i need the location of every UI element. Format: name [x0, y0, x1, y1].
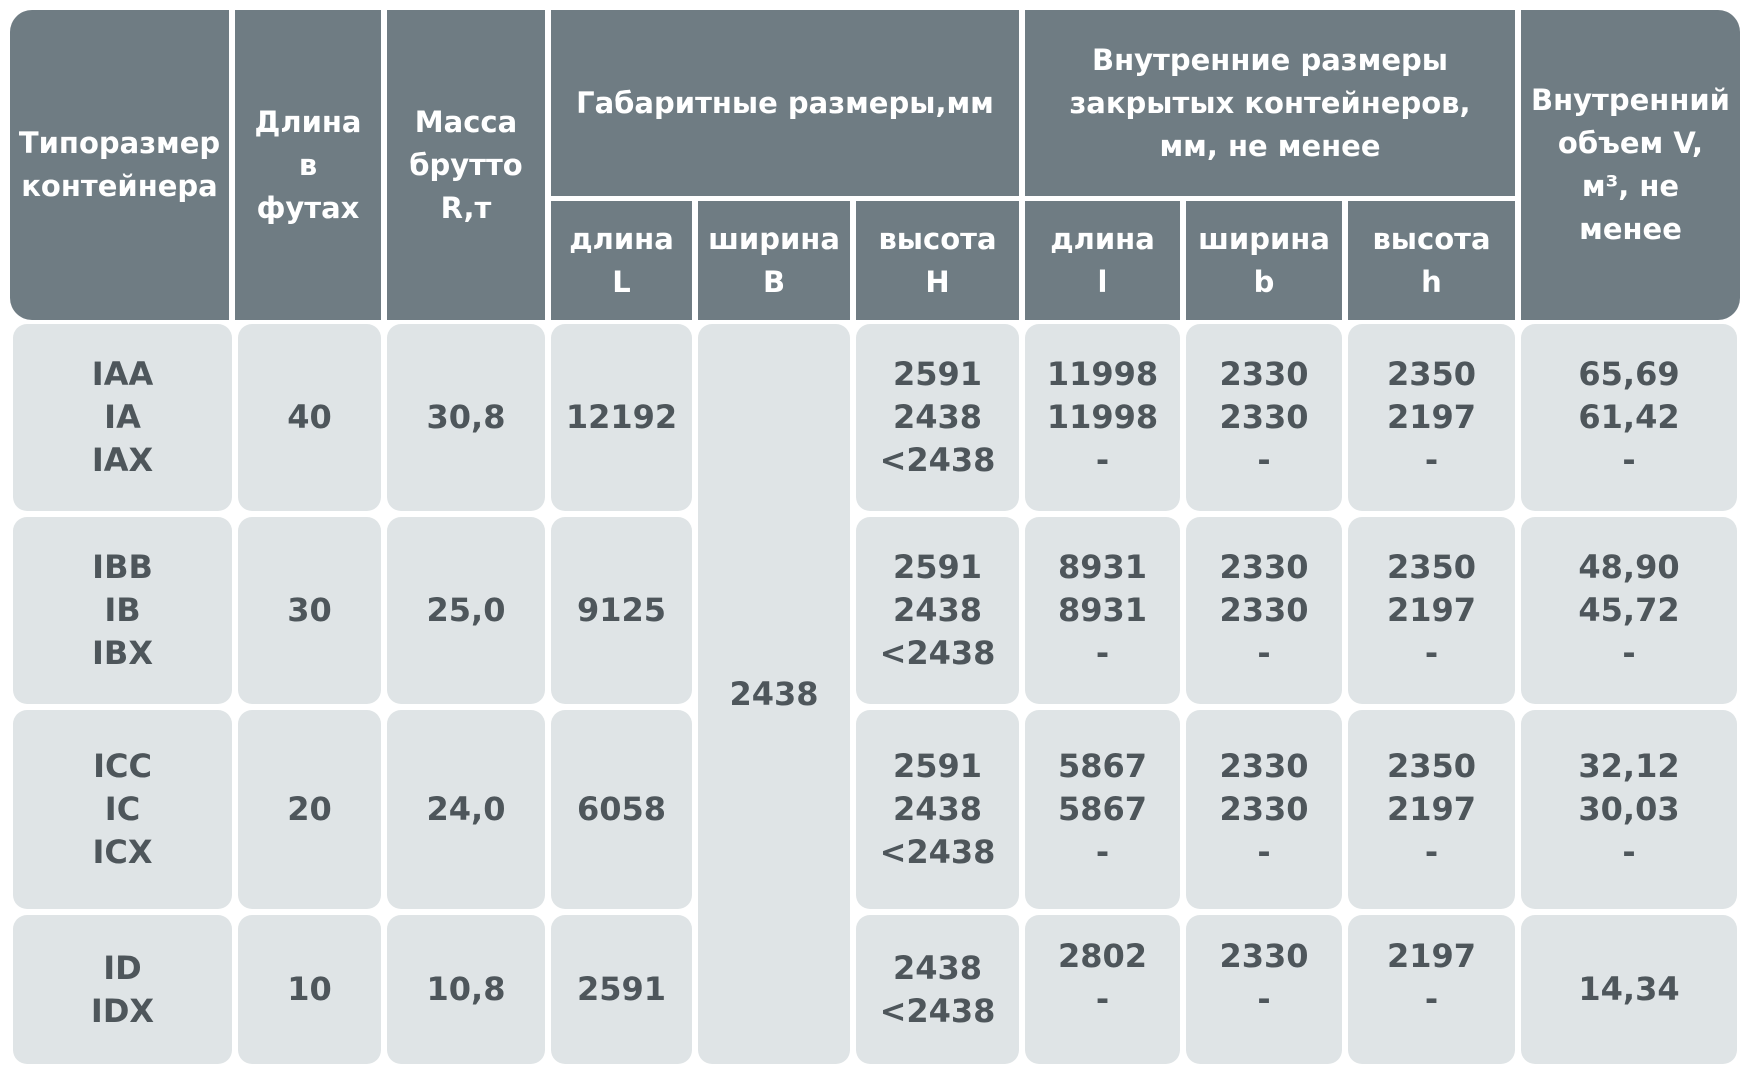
row3-internal-height: 2350 2197 - [1348, 710, 1515, 909]
subheader-internal-length: длина l [1025, 201, 1180, 320]
row2-internal-length: 8931 8931 - [1025, 517, 1180, 704]
row3-internal-width: 2330 2330 - [1186, 710, 1342, 909]
header-length-ft: Длина в футах [235, 10, 381, 320]
subheader-overall-height: высота H [856, 201, 1019, 320]
header-size: Типоразмер контейнера [10, 10, 229, 320]
row2-overall-height: 2591 2438 <2438 [856, 517, 1019, 704]
row1-volume: 65,69 61,42 - [1521, 324, 1737, 511]
row1-mass: 30,8 [387, 324, 545, 511]
row2-mass: 25,0 [387, 517, 545, 704]
header-overall-dimensions: Габаритные размеры,мм [551, 10, 1019, 196]
row4-internal-height: 2197 - [1348, 915, 1515, 1064]
row1-internal-length: 11998 11998 - [1025, 324, 1180, 511]
row4-internal-width: 2330 - [1186, 915, 1342, 1064]
row4-mass: 10,8 [387, 915, 545, 1064]
row3-types: ICC IC ICX [13, 710, 232, 909]
row1-feet: 40 [238, 324, 381, 511]
row3-overall-length: 6058 [551, 710, 692, 909]
row2-volume: 48,90 45,72 - [1521, 517, 1737, 704]
row4-volume: 14,34 [1521, 915, 1737, 1064]
row1-overall-length: 12192 [551, 324, 692, 511]
row4-feet: 10 [238, 915, 381, 1064]
row1-types: IAA IA IAX [13, 324, 232, 511]
row1-internal-width: 2330 2330 - [1186, 324, 1342, 511]
row1-internal-height: 2350 2197 - [1348, 324, 1515, 511]
header-volume: Внутренний объем V, м³, не менее [1521, 10, 1740, 320]
row2-internal-width: 2330 2330 - [1186, 517, 1342, 704]
row2-internal-height: 2350 2197 - [1348, 517, 1515, 704]
subheader-internal-width: ширина b [1186, 201, 1342, 320]
header-gross-mass: Масса брутто R,т [387, 10, 545, 320]
row2-overall-length: 9125 [551, 517, 692, 704]
row3-volume: 32,12 30,03 - [1521, 710, 1737, 909]
row3-mass: 24,0 [387, 710, 545, 909]
row2-types: IBB IB IBX [13, 517, 232, 704]
subheader-overall-width: ширина B [698, 201, 850, 320]
subheader-overall-length: длина L [551, 201, 692, 320]
header-internal-dimensions: Внутренние размеры закрытых контейнеров,… [1025, 10, 1515, 196]
subheader-internal-height: высота h [1348, 201, 1515, 320]
overall-width-merged: 2438 [698, 324, 850, 1064]
row1-overall-height: 2591 2438 <2438 [856, 324, 1019, 511]
row4-internal-length: 2802 - [1025, 915, 1180, 1064]
row4-overall-height: 2438 <2438 [856, 915, 1019, 1064]
row3-overall-height: 2591 2438 <2438 [856, 710, 1019, 909]
row3-feet: 20 [238, 710, 381, 909]
row2-feet: 30 [238, 517, 381, 704]
row4-overall-length: 2591 [551, 915, 692, 1064]
row3-internal-length: 5867 5867 - [1025, 710, 1180, 909]
row4-types: ID IDX [13, 915, 232, 1064]
